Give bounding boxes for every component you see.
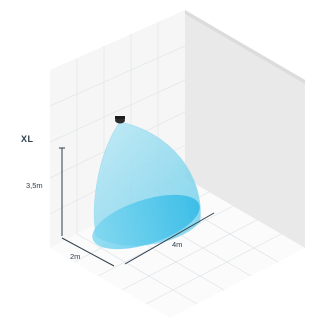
depth-dimension-line [124, 212, 215, 265]
floor [50, 178, 305, 318]
size-label: XL [21, 134, 34, 144]
sensor-icon [115, 116, 125, 124]
height-dimension-line [59, 147, 65, 236]
coverage-floor-area [92, 194, 200, 250]
width-dimension-line [61, 237, 115, 267]
right-wall-edge [185, 10, 305, 84]
right-wall [185, 10, 305, 248]
height-label: 3,5m [26, 181, 43, 190]
width-label: 2m [70, 252, 81, 261]
depth-label: 4m [172, 240, 183, 249]
